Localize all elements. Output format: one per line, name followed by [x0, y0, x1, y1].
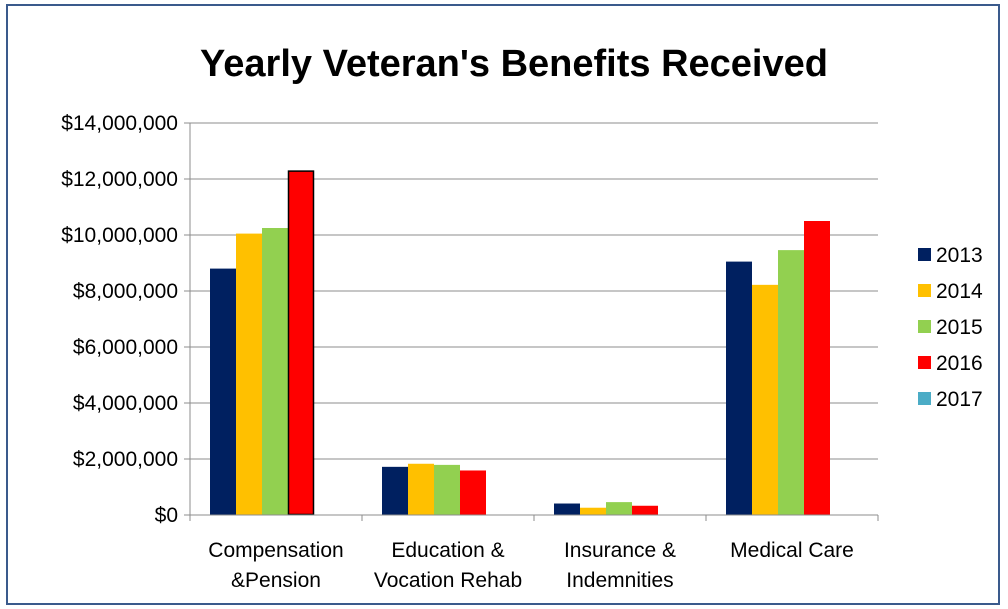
bar-2014 — [236, 233, 262, 515]
y-tick-label: $14,000,000 — [61, 112, 178, 135]
bar-2014 — [408, 463, 434, 515]
y-axis-ticks: $0 $2,000,000 $4,000,000 $6,000,000 $8,000,0… — [61, 112, 190, 527]
bar-2013 — [554, 503, 580, 515]
x-tick-label: Education & — [391, 539, 504, 562]
bar-2016 — [460, 470, 486, 515]
bar-2015 — [606, 502, 632, 515]
bar-2014 — [752, 284, 778, 515]
legend: 2013 2014 2015 2016 2017 — [918, 244, 983, 411]
bar-2013 — [210, 268, 236, 515]
bar-2015 — [434, 464, 460, 515]
x-axis-labels: Compensation&Pension Education & Vocation … — [208, 539, 854, 592]
legend-label-2013: 2013 — [936, 244, 983, 267]
y-tick-label: $10,000,000 — [61, 224, 178, 247]
bar-2015 — [262, 228, 288, 515]
x-tick-label: Compensation — [208, 539, 343, 562]
y-tick-label: $12,000,000 — [61, 168, 178, 191]
y-tick-label: $0 — [155, 504, 178, 527]
chart-title: Yearly Veteran's Benefits Received — [200, 43, 828, 85]
bar-2013 — [726, 261, 752, 515]
legend-swatch-2017 — [918, 392, 931, 405]
legend-swatch-2014 — [918, 284, 931, 297]
x-tick-label: Insurance & — [564, 539, 676, 562]
y-tick-label: $8,000,000 — [73, 280, 178, 303]
bars — [210, 170, 830, 516]
bar-2015 — [778, 250, 804, 515]
bar-2016 — [632, 505, 658, 515]
bar-2016 — [288, 170, 314, 515]
x-tick-label: &Pension — [231, 569, 321, 592]
y-tick-label: $2,000,000 — [73, 448, 178, 471]
legend-swatch-2015 — [918, 320, 931, 333]
legend-label-2015: 2015 — [936, 316, 983, 339]
x-tick-label: Medical Care — [730, 539, 854, 562]
legend-swatch-2016 — [918, 356, 931, 369]
x-tick-label: Vocation Rehab — [374, 569, 522, 592]
x-tick-label: Indemnities — [566, 569, 673, 592]
y-tick-label: $4,000,000 — [73, 392, 178, 415]
legend-label-2016: 2016 — [936, 352, 983, 375]
bar-2014 — [580, 507, 606, 515]
y-tick-label: $6,000,000 — [73, 336, 178, 359]
legend-label-2014: 2014 — [936, 280, 983, 303]
axes — [189, 123, 879, 521]
chart-frame — [6, 4, 1000, 605]
bar-2013 — [382, 466, 408, 515]
legend-swatch-2013 — [918, 248, 931, 261]
legend-label-2017: 2017 — [936, 388, 983, 411]
bar-2016 — [804, 221, 830, 515]
